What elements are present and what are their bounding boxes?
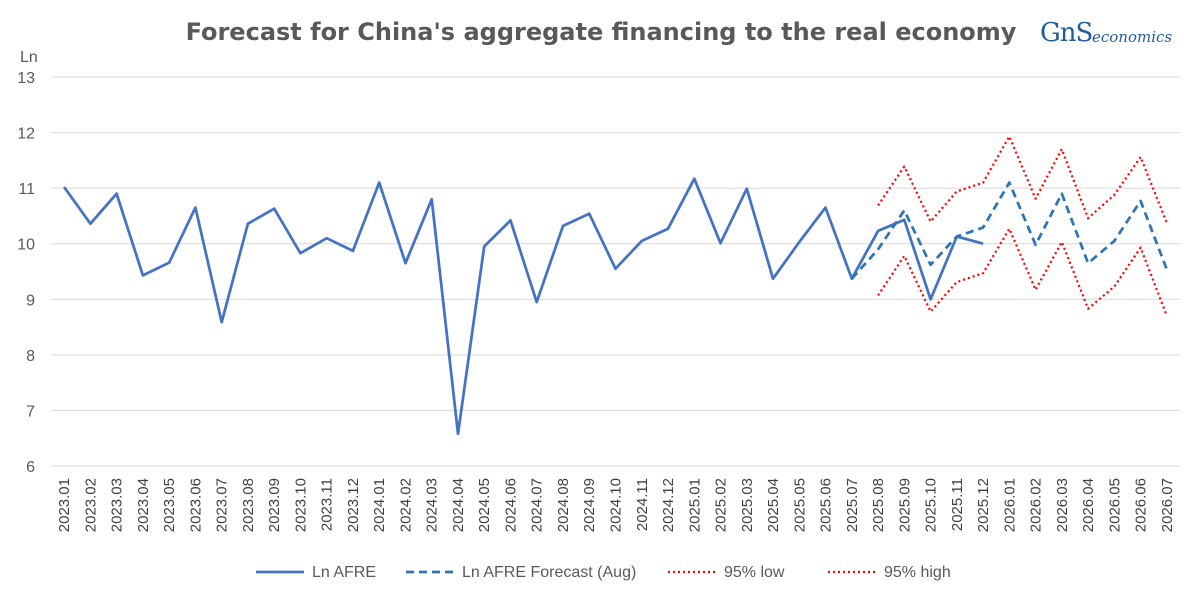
- legend-label: Ln AFRE: [312, 564, 376, 581]
- x-tick-label: 2024.04: [450, 478, 467, 532]
- legend-label: Ln AFRE Forecast (Aug): [462, 564, 636, 581]
- x-tick-label: 2025.05: [791, 478, 808, 532]
- series-line-ln-afre: [62, 177, 984, 436]
- x-tick-label: 2023.04: [135, 478, 152, 532]
- x-tick-label: 2025.06: [818, 478, 835, 532]
- legend-label: 95% low: [724, 564, 785, 581]
- x-tick-label: 2023.10: [292, 478, 309, 532]
- x-tick-label: 2025.07: [844, 478, 861, 532]
- x-axis: 2023.01 2023.02 2023.03 2023.04 2023.05 2023.…: [56, 478, 1176, 532]
- x-tick-label: 2023.07: [214, 478, 231, 532]
- series-line-ln-afre-forecast-aug: [850, 181, 1169, 280]
- y-axis-label: Ln: [20, 49, 38, 66]
- x-tick-label: 2024.03: [424, 478, 441, 532]
- x-tick-label: 2026.06: [1133, 478, 1150, 532]
- x-tick-label: 2025.10: [923, 478, 940, 532]
- series-lines: [62, 135, 1169, 436]
- y-tick-label: 10: [17, 237, 35, 254]
- x-tick-label: 2023.11: [319, 478, 336, 531]
- x-tick-label: 2026.03: [1054, 478, 1071, 532]
- x-tick-label: 2025.08: [870, 478, 887, 532]
- legend-label: 95% high: [884, 564, 951, 581]
- x-tick-label: 2024.06: [502, 478, 519, 532]
- x-tick-label: 2023.12: [345, 478, 362, 532]
- series-line-95-high: [877, 135, 1168, 224]
- x-tick-label: 2025.12: [975, 478, 992, 532]
- x-tick-label: 2024.01: [371, 478, 388, 532]
- x-tick-label: 2025.02: [713, 478, 730, 532]
- x-tick-label: 2024.10: [608, 478, 625, 532]
- gridlines: [51, 76, 1180, 467]
- x-tick-label: 2025.03: [739, 478, 756, 532]
- y-tick-label: 9: [26, 292, 35, 309]
- logo-mark: GnS: [1040, 18, 1093, 48]
- x-tick-label: 2024.09: [581, 478, 598, 532]
- x-tick-label: 2025.04: [765, 478, 782, 532]
- y-tick-label: 7: [26, 403, 35, 420]
- x-tick-label: 2025.01: [686, 478, 703, 532]
- y-tick-label: 12: [17, 126, 35, 143]
- x-tick-label: 2023.08: [240, 478, 257, 532]
- x-tick-label: 2024.07: [529, 478, 546, 532]
- x-tick-label: 2026.05: [1106, 478, 1123, 532]
- x-tick-label: 2023.02: [82, 478, 99, 532]
- y-tick-label: 11: [18, 181, 35, 198]
- x-tick-label: 2023.01: [56, 478, 73, 532]
- x-tick-label: 2024.05: [476, 478, 493, 532]
- x-tick-label: 2023.09: [266, 478, 283, 532]
- x-tick-label: 2023.05: [161, 478, 178, 532]
- series-line-95-low: [877, 227, 1168, 317]
- x-tick-label: 2025.09: [896, 478, 913, 532]
- x-tick-label: 2023.06: [187, 478, 204, 532]
- chart-title: Forecast for China's aggregate financing…: [185, 18, 1017, 46]
- x-tick-label: 2024.12: [660, 478, 677, 532]
- gns-economics-logo: GnS economics: [1040, 16, 1173, 62]
- x-tick-label: 2026.02: [1028, 478, 1045, 532]
- y-tick-label: 6: [26, 459, 35, 476]
- x-tick-label: 2026.07: [1159, 478, 1176, 532]
- x-tick-label: 2025.11: [949, 478, 966, 531]
- x-tick-label: 2023.03: [109, 478, 126, 532]
- x-tick-label: 2026.01: [1001, 478, 1018, 532]
- x-tick-label: 2026.04: [1080, 478, 1097, 532]
- y-axis-ticks: 6 7 8 9 10 11 12 13: [17, 70, 35, 476]
- x-tick-label: 2024.11: [634, 478, 651, 531]
- y-tick-label: 8: [26, 348, 35, 365]
- y-tick-label: 13: [17, 70, 35, 87]
- x-tick-label: 2024.02: [397, 478, 414, 532]
- x-tick-label: 2024.08: [555, 478, 572, 532]
- logo-text: economics: [1092, 28, 1173, 46]
- legend: Ln AFRE Ln AFRE Forecast (Aug) 95% low 95% …: [256, 564, 951, 581]
